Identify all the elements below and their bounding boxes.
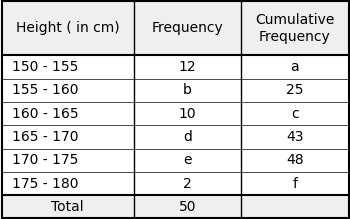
Text: 10: 10: [178, 107, 196, 121]
Text: 43: 43: [286, 130, 303, 144]
Text: Total: Total: [51, 200, 84, 214]
Text: 150 - 155: 150 - 155: [12, 60, 78, 74]
Text: Cumulative
Frequency: Cumulative Frequency: [255, 13, 335, 44]
Text: 175 - 180: 175 - 180: [12, 177, 78, 191]
Text: 50: 50: [178, 200, 196, 214]
Text: 48: 48: [286, 154, 304, 168]
Text: 25: 25: [286, 83, 303, 97]
Text: 12: 12: [178, 60, 196, 74]
Text: d: d: [183, 130, 192, 144]
Text: 165 - 170: 165 - 170: [12, 130, 78, 144]
Bar: [2, 1, 349, 55]
Text: 160 - 165: 160 - 165: [12, 107, 79, 121]
Text: a: a: [290, 60, 299, 74]
Text: b: b: [183, 83, 192, 97]
Text: 170 - 175: 170 - 175: [12, 154, 78, 168]
Text: 2: 2: [183, 177, 192, 191]
Text: e: e: [183, 154, 191, 168]
Bar: [2, 196, 349, 218]
Text: c: c: [291, 107, 299, 121]
Text: Height ( in cm): Height ( in cm): [16, 21, 119, 35]
Text: 155 - 160: 155 - 160: [12, 83, 78, 97]
Text: f: f: [292, 177, 298, 191]
Text: Frequency: Frequency: [152, 21, 223, 35]
